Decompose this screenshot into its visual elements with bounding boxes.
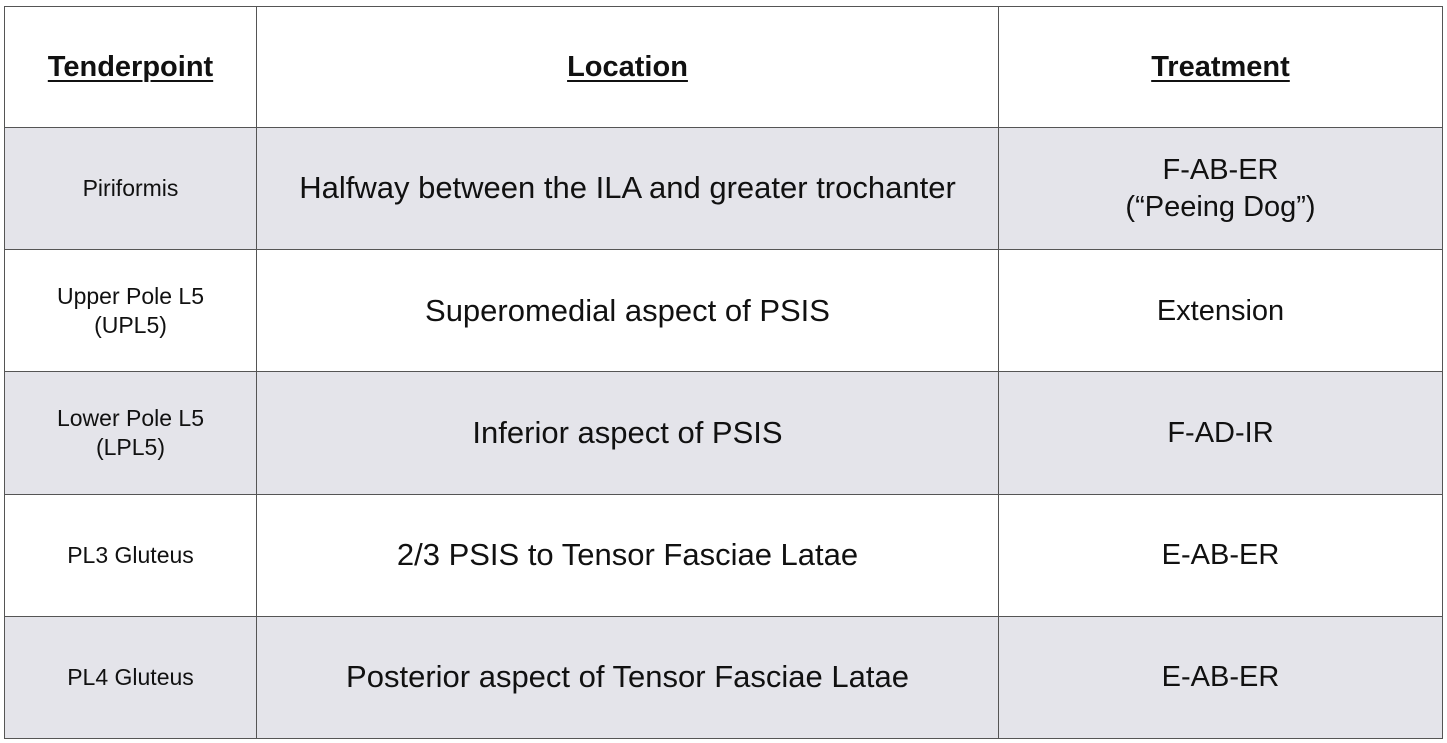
tenderpoint-text: Upper Pole L5 — [56, 283, 205, 310]
treatment-note: (“Peeing Dog”) — [1125, 190, 1316, 223]
table-row: PL3 Gluteus 2/3 PSIS to Tensor Fasciae L… — [4, 493, 1443, 617]
tenderpoint-table-container: Tenderpoint Location Treatment Piriformi… — [4, 5, 1443, 740]
table-row: Lower Pole L5 (LPL5) Inferior aspect of … — [4, 371, 1443, 495]
tenderpoint-cell: Piriformis — [4, 127, 257, 251]
treatment-cell: E-AB-ER — [998, 493, 1443, 617]
tenderpoint-cell: PL3 Gluteus — [4, 493, 257, 617]
treatment-text: F-AD-IR — [1167, 416, 1274, 449]
location-cell: 2/3 PSIS to Tensor Fasciae Latae — [256, 493, 999, 617]
treatment-cell: F-AB-ER (“Peeing Dog”) — [998, 127, 1443, 251]
tenderpoint-text: Piriformis — [82, 175, 179, 202]
tenderpoint-cell: Upper Pole L5 (UPL5) — [4, 249, 257, 373]
header-location: Location — [256, 5, 999, 129]
header-treatment: Treatment — [998, 5, 1443, 129]
tenderpoint-text: PL4 Gluteus — [67, 664, 194, 691]
table-row: Piriformis Halfway between the ILA and g… — [4, 127, 1443, 251]
treatment-cell: F-AD-IR — [998, 371, 1443, 495]
tenderpoint-table: Tenderpoint Location Treatment Piriformi… — [4, 5, 1443, 740]
tenderpoint-abbrev: (UPL5) — [94, 311, 167, 338]
tenderpoint-abbrev: (LPL5) — [95, 434, 166, 461]
tenderpoint-text: PL3 Gluteus — [67, 541, 194, 568]
treatment-cell: E-AB-ER — [998, 615, 1443, 740]
tenderpoint-cell: PL4 Gluteus — [4, 615, 257, 740]
treatment-cell: Extension — [998, 249, 1443, 373]
table-header-row: Tenderpoint Location Treatment — [4, 5, 1443, 129]
tenderpoint-text: Lower Pole L5 — [56, 405, 205, 432]
location-cell: Superomedial aspect of PSIS — [256, 249, 999, 373]
table-row: Upper Pole L5 (UPL5) Superomedial aspect… — [4, 249, 1443, 373]
treatment-text: E-AB-ER — [1161, 539, 1280, 572]
treatment-text: E-AB-ER — [1161, 661, 1280, 694]
tenderpoint-cell: Lower Pole L5 (LPL5) — [4, 371, 257, 495]
location-cell: Inferior aspect of PSIS — [256, 371, 999, 495]
location-cell: Posterior aspect of Tensor Fasciae Latae — [256, 615, 999, 740]
table-row: PL4 Gluteus Posterior aspect of Tensor F… — [4, 615, 1443, 740]
treatment-text: Extension — [1156, 294, 1285, 327]
header-tenderpoint: Tenderpoint — [4, 5, 257, 129]
treatment-text: F-AB-ER — [1162, 154, 1279, 187]
location-cell: Halfway between the ILA and greater troc… — [256, 127, 999, 251]
